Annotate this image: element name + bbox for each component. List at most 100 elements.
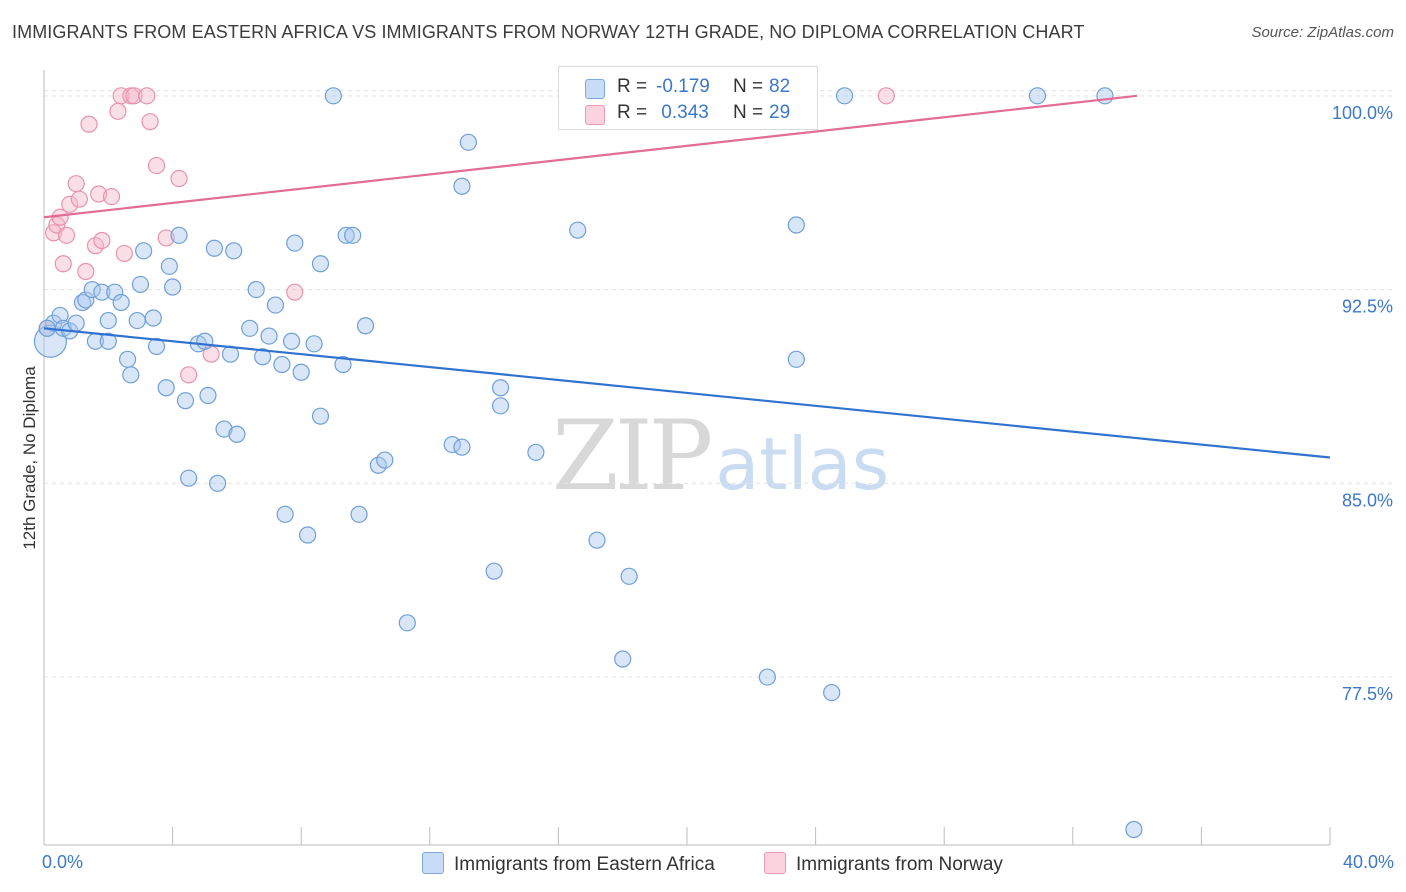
eastern-africa-point xyxy=(254,348,272,366)
eastern-africa-point xyxy=(758,668,776,686)
legend-row-eastern-africa: R = -0.179 N = 82 xyxy=(559,75,817,101)
bottom-legend-swatch-pink xyxy=(764,852,786,874)
eastern-africa-point xyxy=(299,526,317,544)
eastern-africa-point xyxy=(376,451,394,469)
eastern-africa-point xyxy=(1096,87,1114,105)
eastern-africa-point xyxy=(286,234,304,252)
x-tick-label-min: 0.0% xyxy=(42,852,84,872)
eastern-africa-point xyxy=(199,386,217,405)
legend-n-value: 29 xyxy=(769,102,791,123)
norway-point xyxy=(877,87,895,105)
eastern-africa-point xyxy=(180,469,198,487)
eastern-africa-point xyxy=(196,332,214,350)
norway-point xyxy=(93,231,111,250)
legend-row-norway: R = 0.343 N = 29 xyxy=(559,101,817,127)
norway-point xyxy=(54,255,72,273)
eastern-africa-point xyxy=(311,407,330,425)
eastern-africa-point xyxy=(99,332,117,350)
eastern-africa-point xyxy=(73,293,92,312)
eastern-africa-point xyxy=(157,379,175,397)
eastern-africa-point xyxy=(620,567,638,585)
y-tick-label: 92.5% xyxy=(1342,297,1393,317)
eastern-africa-point xyxy=(77,291,95,309)
eastern-africa-point xyxy=(228,425,246,443)
norway-point xyxy=(286,283,304,301)
eastern-africa-point xyxy=(491,379,510,397)
norway-point xyxy=(70,190,88,208)
bottom-legend-norway: Immigrants from Norway xyxy=(764,852,1003,876)
eastern-africa-point xyxy=(569,221,587,239)
legend-n-value: 82 xyxy=(769,76,791,97)
eastern-africa-point xyxy=(305,335,323,353)
eastern-africa-point xyxy=(273,355,291,374)
watermark-atlas: atlas xyxy=(715,422,890,506)
norway-point xyxy=(67,175,85,193)
eastern-africa-trendline xyxy=(43,327,1331,459)
eastern-africa-point xyxy=(787,216,805,234)
eastern-africa-point xyxy=(276,505,294,523)
eastern-africa-point xyxy=(128,311,146,330)
eastern-africa-point xyxy=(67,314,85,332)
eastern-africa-point xyxy=(93,283,111,301)
norway-point xyxy=(80,115,98,133)
bottom-legend-swatch-blue xyxy=(422,852,444,874)
eastern-africa-point xyxy=(205,239,223,257)
eastern-africa-point xyxy=(459,133,477,151)
eastern-africa-point xyxy=(527,443,545,461)
eastern-africa-point xyxy=(614,650,632,668)
eastern-africa-point xyxy=(398,614,416,632)
chart-title: IMMIGRANTS FROM EASTERN AFRICA VS IMMIGR… xyxy=(12,22,1085,42)
bottom-legend-label: Immigrants from Norway xyxy=(796,854,1003,875)
legend-n-label: N = xyxy=(733,102,764,123)
eastern-africa-point xyxy=(453,438,471,456)
norway-point xyxy=(90,185,108,203)
eastern-africa-point xyxy=(147,337,166,356)
legend-r-value: -0.179 xyxy=(656,76,710,97)
eastern-africa-point xyxy=(337,226,355,244)
eastern-africa-point xyxy=(135,242,153,260)
watermark-zip: ZIP xyxy=(552,400,713,512)
eastern-africa-point xyxy=(122,366,140,384)
y-tick-label: 100.0% xyxy=(1332,103,1393,123)
legend-r-value: 0.343 xyxy=(656,102,709,123)
norway-point xyxy=(125,87,143,105)
eastern-africa-point xyxy=(106,283,124,301)
eastern-africa-point xyxy=(247,280,265,299)
eastern-africa-point xyxy=(112,293,130,312)
norway-point xyxy=(77,262,95,281)
eastern-africa-point xyxy=(292,363,310,381)
eastern-africa-point xyxy=(491,397,510,415)
norway-point xyxy=(115,244,133,263)
eastern-africa-point xyxy=(51,306,69,325)
norway-point xyxy=(157,229,175,247)
eastern-africa-point xyxy=(1125,820,1143,839)
eastern-africa-point xyxy=(588,531,606,549)
norway-point xyxy=(147,156,166,175)
eastern-africa-point xyxy=(160,257,178,275)
y-tick-label: 85.0% xyxy=(1342,490,1393,510)
legend-swatch-blue xyxy=(585,79,605,99)
norway-point xyxy=(138,87,156,105)
x-tick-label-max: 40.0% xyxy=(1342,852,1394,872)
eastern-africa-point xyxy=(356,317,375,335)
norway-point xyxy=(61,195,79,213)
eastern-africa-point xyxy=(170,226,188,244)
eastern-africa-point xyxy=(176,392,195,410)
eastern-africa-point xyxy=(260,327,278,345)
correlation-legend: R = -0.179 N = 82 R = 0.343 N = 29 xyxy=(558,66,818,130)
eastern-africa-point xyxy=(823,683,841,702)
source-credit: Source: ZipAtlas.com xyxy=(1251,24,1394,41)
norway-point xyxy=(141,113,159,131)
eastern-africa-point xyxy=(99,311,117,330)
eastern-africa-point xyxy=(344,226,362,244)
eastern-africa-point xyxy=(485,562,503,580)
eastern-africa-point xyxy=(83,280,101,299)
eastern-africa-point xyxy=(311,255,330,273)
eastern-africa-point xyxy=(118,350,137,368)
norway-point xyxy=(112,87,130,105)
norway-point xyxy=(102,187,121,206)
eastern-africa-point xyxy=(144,309,162,327)
norway-point xyxy=(57,226,76,244)
eastern-africa-point xyxy=(453,177,471,195)
